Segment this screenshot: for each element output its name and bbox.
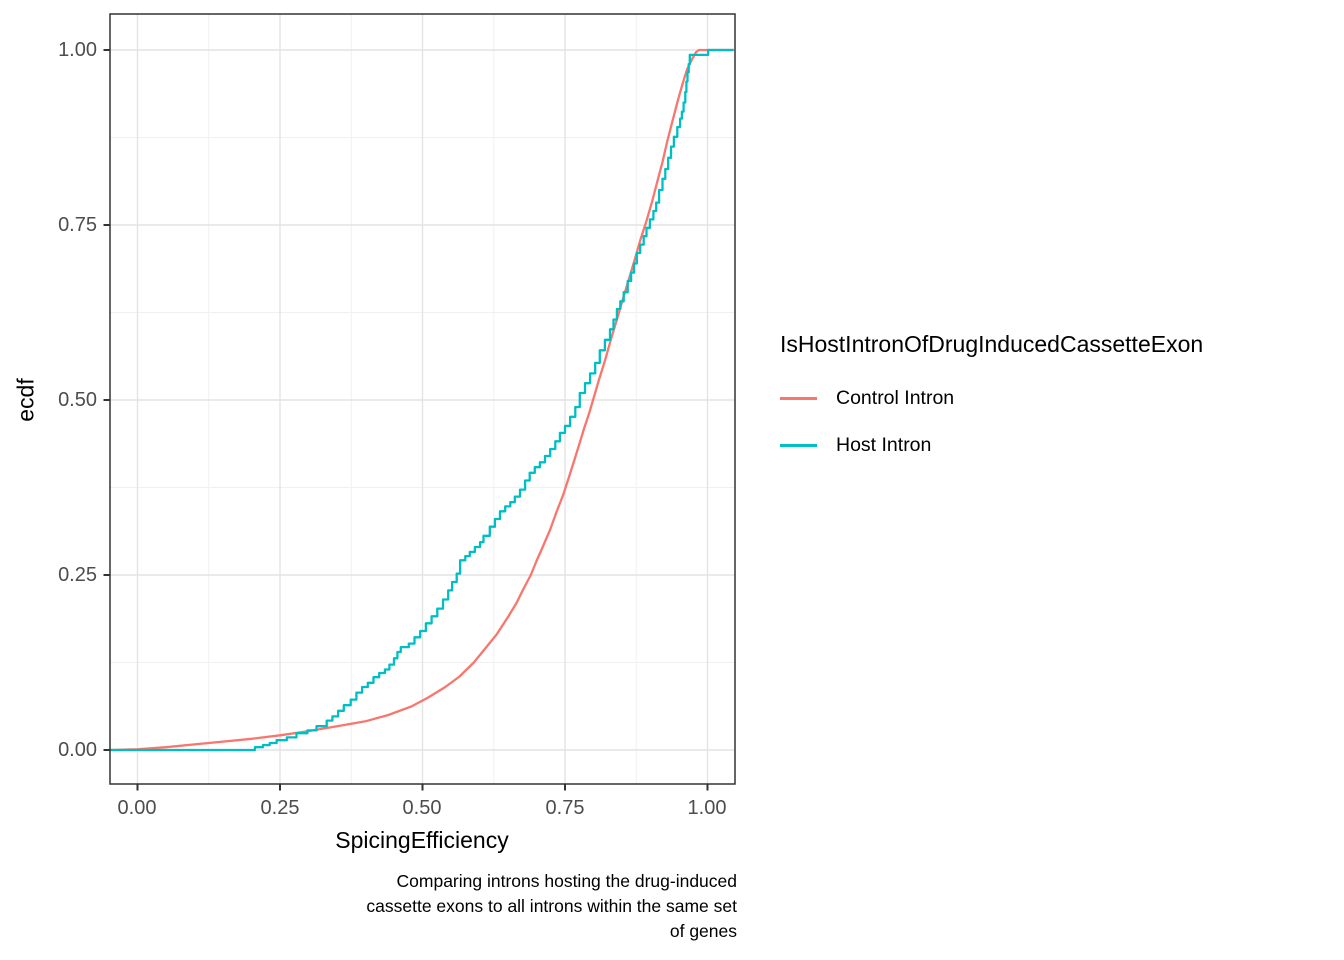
y-axis-title: ecdf xyxy=(12,378,39,422)
x-axis-title: SpicingEfficiency xyxy=(335,827,509,853)
legend-key-line-host xyxy=(780,443,817,447)
x-tick-label-0.75: 0.75 xyxy=(545,797,585,819)
legend-label-host: Host Intron xyxy=(836,433,932,456)
y-tick-label-0.50: 0.50 xyxy=(58,389,97,411)
x-tick-label-0.00: 0.00 xyxy=(117,797,157,819)
legend-title: IsHostIntronOfDrugInducedCassetteExon xyxy=(780,331,1204,357)
legend-item-control-intron: Control Intron xyxy=(780,384,954,412)
x-tick-label-0.50: 0.50 xyxy=(402,797,442,819)
y-tick-label-0.25: 0.25 xyxy=(58,564,97,586)
legend-label-control: Control Intron xyxy=(836,386,955,409)
y-tick-label-0.00: 0.00 xyxy=(58,739,97,761)
legend-key-line-control xyxy=(780,396,817,400)
y-tick-label-1.00: 1.00 xyxy=(58,39,97,61)
x-tick-label-0.25: 0.25 xyxy=(260,797,300,819)
x-tick-label-1.00: 1.00 xyxy=(687,797,727,819)
legend-item-host-intron: Host Intron xyxy=(780,431,931,459)
caption: Comparing introns hosting the drug-induc… xyxy=(217,869,737,944)
y-tick-label-0.75: 0.75 xyxy=(58,214,97,236)
caption-line-3: of genes xyxy=(669,921,737,941)
caption-line-2: cassette exons to all introns within the… xyxy=(366,896,737,916)
caption-line-1: Comparing introns hosting the drug-induc… xyxy=(396,871,737,891)
